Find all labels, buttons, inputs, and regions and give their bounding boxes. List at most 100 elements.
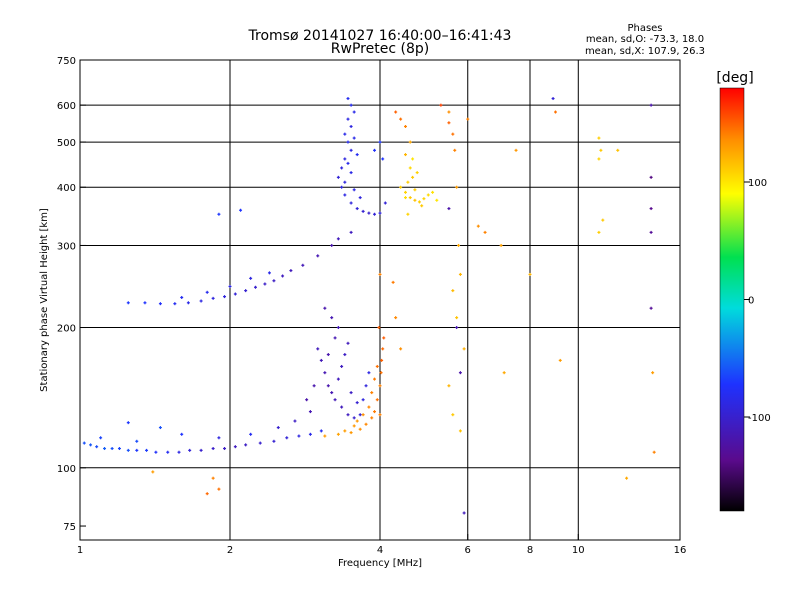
data-point: [228, 284, 232, 288]
colorbar-tick-label: -100: [748, 413, 771, 424]
colorbar: [719, 87, 745, 512]
data-point: [158, 302, 162, 306]
data-point: [406, 180, 410, 184]
data-point: [239, 208, 243, 212]
data-point: [377, 326, 381, 330]
x-axis-ticks: 1 2 4 6 8 10 16: [77, 534, 687, 556]
data-point: [349, 148, 353, 152]
chart-subtitle: RwPretec (8p): [331, 41, 429, 57]
data-point: [145, 448, 149, 452]
data-point: [599, 148, 603, 152]
data-point: [373, 377, 377, 381]
data-point: [319, 429, 323, 433]
data-point: [89, 443, 93, 447]
data-point: [355, 207, 359, 211]
data-point: [394, 110, 398, 114]
data-point: [180, 295, 184, 299]
data-point: [297, 434, 301, 438]
data-point: [154, 450, 158, 454]
phases-o-line: mean, sd,O: -73.3, 18.0: [586, 34, 704, 45]
data-point: [652, 450, 656, 454]
data-point: [330, 243, 334, 247]
phases-x-line: mean, sd,X: 107.9, 26.3: [585, 46, 705, 57]
data-point: [358, 196, 362, 200]
data-point: [383, 201, 387, 205]
y-axis-ticks: 75 100 200 300 400 500 600 750: [57, 56, 86, 533]
data-point: [447, 207, 451, 211]
data-point: [217, 436, 221, 440]
data-point: [364, 384, 368, 388]
data-point: [276, 426, 280, 430]
data-point: [649, 207, 653, 211]
data-point: [370, 391, 374, 395]
data-point: [244, 443, 248, 447]
data-point: [340, 166, 344, 170]
data-point: [343, 193, 347, 197]
data-point: [323, 371, 327, 375]
data-point: [346, 161, 350, 165]
data-point: [361, 209, 365, 213]
data-point: [408, 166, 412, 170]
x-tick-label: 10: [572, 545, 585, 556]
data-point: [343, 132, 347, 136]
data-point: [349, 103, 353, 107]
data-point: [361, 413, 365, 417]
data-point: [180, 432, 184, 436]
data-point: [258, 441, 262, 445]
data-point: [373, 410, 377, 414]
data-point: [349, 201, 353, 205]
data-point: [211, 447, 215, 451]
data-point: [312, 384, 316, 388]
x-tick-label: 8: [527, 545, 533, 556]
data-point: [281, 274, 285, 278]
data-point: [380, 358, 384, 362]
data-point: [394, 316, 398, 320]
data-point: [379, 371, 383, 375]
data-point: [417, 200, 421, 204]
data-point: [346, 117, 350, 121]
data-point: [343, 157, 347, 161]
y-axis-label: Stationary phase Virtual Height [km]: [39, 208, 50, 392]
data-point: [458, 429, 462, 433]
data-point: [373, 212, 377, 216]
data-point: [352, 110, 356, 114]
data-point: [462, 511, 466, 515]
data-point: [349, 124, 353, 128]
data-point: [336, 175, 340, 179]
data-point: [378, 211, 382, 215]
x-tick-label: 2: [227, 545, 233, 556]
data-points: [82, 97, 656, 515]
data-point: [223, 447, 227, 451]
data-point: [346, 341, 350, 345]
data-point: [233, 445, 237, 449]
data-point: [367, 371, 371, 375]
data-point: [358, 413, 362, 417]
data-point: [293, 419, 297, 423]
data-point: [110, 447, 114, 451]
data-point: [346, 413, 350, 417]
data-point: [289, 269, 293, 273]
data-point: [346, 140, 350, 144]
data-point: [233, 292, 237, 296]
data-point: [403, 153, 407, 157]
data-point: [625, 476, 629, 480]
data-point: [403, 196, 407, 200]
data-point: [249, 276, 253, 280]
data-point: [272, 279, 276, 283]
data-point: [457, 243, 461, 247]
data-point: [370, 416, 374, 420]
data-point: [316, 254, 320, 258]
data-point: [330, 391, 334, 395]
data-point: [352, 416, 356, 420]
colorbar-tick-label: 0: [748, 296, 754, 307]
data-point: [126, 421, 130, 425]
data-point: [649, 306, 653, 310]
y-tick-label: 750: [57, 56, 76, 67]
data-point: [158, 426, 162, 430]
data-point: [453, 148, 457, 152]
data-point: [199, 448, 203, 452]
x-tick-label: 1: [77, 545, 83, 556]
data-point: [597, 157, 601, 161]
data-point: [558, 358, 562, 362]
x-tick-label: 16: [674, 545, 687, 556]
